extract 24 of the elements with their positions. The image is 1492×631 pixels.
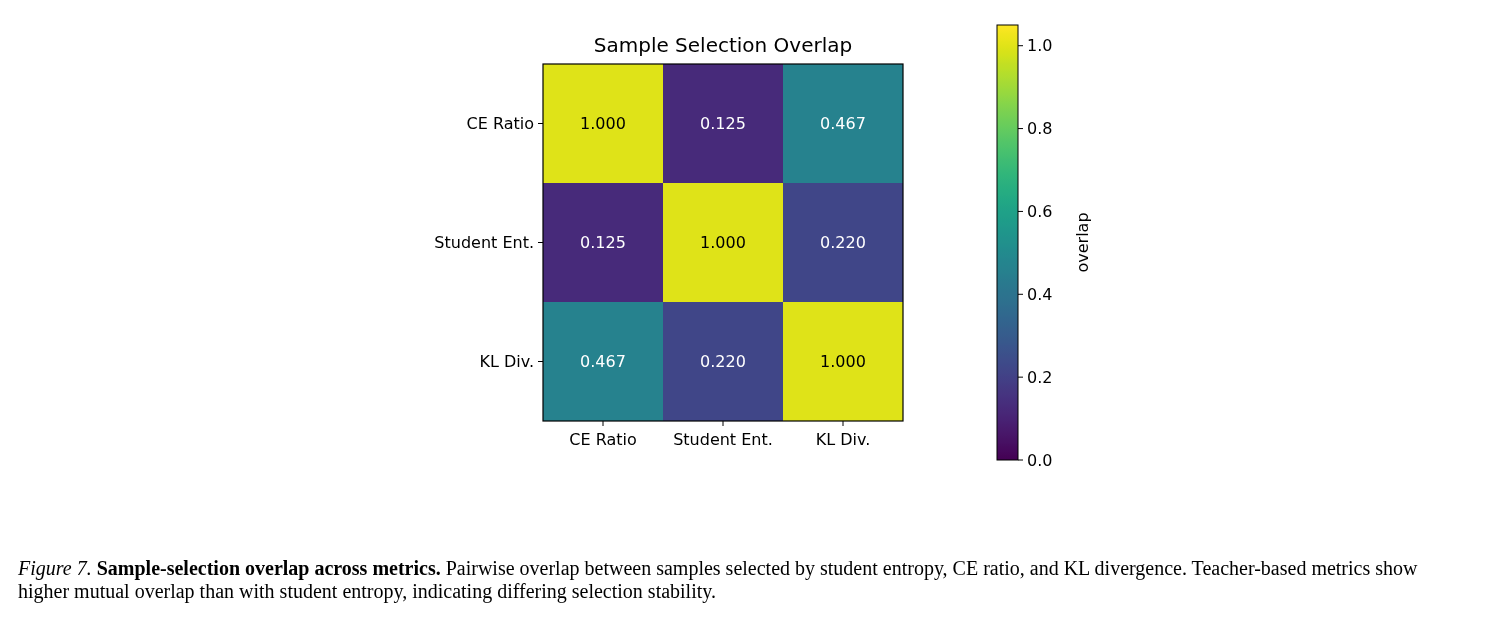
data-label: 1.000 <box>820 352 866 372</box>
color-bar-label: 0.0 <box>1027 450 1053 470</box>
color-bar-label: 0.6 <box>1027 202 1053 222</box>
y-tick-label: Student Ent. <box>434 233 534 253</box>
x-tick-label: Student Ent. <box>673 430 773 449</box>
data-label: 0.220 <box>820 233 866 253</box>
y-tick-label: CE Ratio <box>466 114 534 134</box>
data-label: 0.220 <box>700 352 746 372</box>
y-tick-label: KL Div. <box>479 352 534 372</box>
color-bar-label: 0.8 <box>1027 119 1053 139</box>
x-tick-label: CE Ratio <box>569 430 637 449</box>
data-label: 0.125 <box>700 114 746 134</box>
x-tick-label: KL Div. <box>815 430 871 449</box>
data-label: 1.000 <box>700 233 746 253</box>
data-label: 0.467 <box>820 114 866 134</box>
color-bar-label: 1.0 <box>1027 36 1053 56</box>
data-label: 0.467 <box>580 352 626 372</box>
data-label: 0.125 <box>580 233 626 253</box>
data-label: 1.000 <box>580 114 626 134</box>
color-bar-label: 0.2 <box>1027 367 1053 387</box>
color-bar-title: overlap <box>1073 212 1092 273</box>
chart-title: Sample Selection Overlap <box>593 33 853 57</box>
caption: Figure 7. Sample-selection overlap across metrics. Pairwise overlap between samples selected by student entropy, CE ratio, and KL divergence. Teacher-based metrics show higher mutual overlap than with student entropy, indicating differing selection stability. <box>18 557 1418 602</box>
color-bar-label: 0.4 <box>1027 284 1053 304</box>
